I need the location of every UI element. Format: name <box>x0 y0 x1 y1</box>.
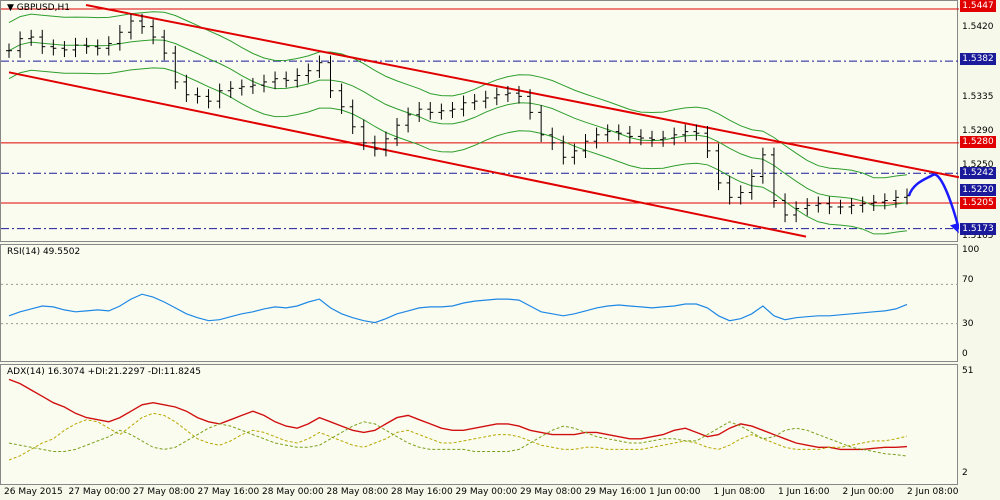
price-tick: 1.5290 <box>962 126 994 136</box>
bollinger-upper <box>8 11 908 179</box>
time-tick: 29 May 00:00 <box>455 487 518 497</box>
time-tick: 29 May 08:00 <box>520 487 582 497</box>
adx-tick: 51 <box>962 366 974 376</box>
time-tick: 28 May 08:00 <box>326 487 389 497</box>
adx-series-line <box>8 378 908 451</box>
rsi-tick: 70 <box>962 275 974 285</box>
adx-chart <box>8 378 908 461</box>
adx-title: ADX(14) 16.3074 +DI:21.2297 -DI:11.8245 <box>7 367 201 377</box>
time-tick: 1 Jun 16:00 <box>778 487 830 497</box>
channel-lower-line <box>8 71 807 238</box>
rsi-tick: 0 <box>962 349 968 359</box>
price-pane[interactable]: ▼ GBPUSD,H1 <box>0 0 959 242</box>
time-tick: 28 May 16:00 <box>391 487 453 497</box>
price-tag: 1.5382 <box>960 53 996 65</box>
time-tick: 1 Jun 00:00 <box>649 487 701 497</box>
price-tag: 1.5173 <box>960 223 996 235</box>
price-tick: 1.5250 <box>962 160 994 170</box>
time-tick: 1 Jun 08:00 <box>713 487 765 497</box>
rsi-tick: 30 <box>962 319 974 329</box>
dropdown-triangle-icon[interactable]: ▼ <box>7 3 17 13</box>
rsi-pane[interactable]: RSI(14) 49.5502 <box>0 244 959 362</box>
adx-series-line <box>8 412 908 461</box>
adx-pane[interactable]: ADX(14) 16.3074 +DI:21.2297 -DI:11.8245 <box>0 364 958 485</box>
price-chart <box>1 4 959 238</box>
rsi-chart <box>1 283 959 325</box>
price-tick: 1.5335 <box>962 92 994 102</box>
time-tick: 26 May 2015 <box>4 487 63 497</box>
price-tag: 1.5220 <box>960 184 996 196</box>
adx-axis: 51 2 <box>958 364 1000 485</box>
time-tick: 2 Jun 00:00 <box>842 487 894 497</box>
symbol-title-text: GBPUSD,H1 <box>16 3 70 13</box>
rsi-tick: 100 <box>962 245 980 255</box>
price-tag: 1.5447 <box>960 0 996 12</box>
adx-tick: 2 <box>962 468 968 478</box>
time-tick: 27 May 16:00 <box>197 487 260 497</box>
bollinger-lower <box>8 67 908 235</box>
price-axis: 1.5420 1.5335 1.5290 1.5250 1.5165 <box>958 0 1000 242</box>
forecast-arrow-head <box>950 223 959 234</box>
price-tag: 1.5205 <box>960 197 996 209</box>
rsi-axis: 100 70 30 0 <box>958 244 1000 362</box>
bollinger-middle <box>8 39 908 207</box>
time-tick: 27 May 00:00 <box>68 487 131 497</box>
time-tick: 28 May 00:00 <box>262 487 324 497</box>
time-tick: 2 Jun 08:00 <box>907 487 959 497</box>
adx-series-line <box>8 421 908 457</box>
rsi-title: RSI(14) 49.5502 <box>7 247 81 257</box>
rsi-line <box>8 293 908 324</box>
price-tick: 1.5165 <box>962 231 994 241</box>
forecast-arrow <box>907 173 959 230</box>
price-tag: 1.5242 <box>960 167 996 179</box>
price-tick: 1.5420 <box>962 22 994 32</box>
time-tick: 29 May 16:00 <box>584 487 647 497</box>
price-tag: 1.5280 <box>960 136 996 148</box>
time-tick: 27 May 08:00 <box>133 487 195 497</box>
symbol-title: ▼ GBPUSD,H1 <box>7 3 70 13</box>
channel-upper-line <box>85 4 959 179</box>
